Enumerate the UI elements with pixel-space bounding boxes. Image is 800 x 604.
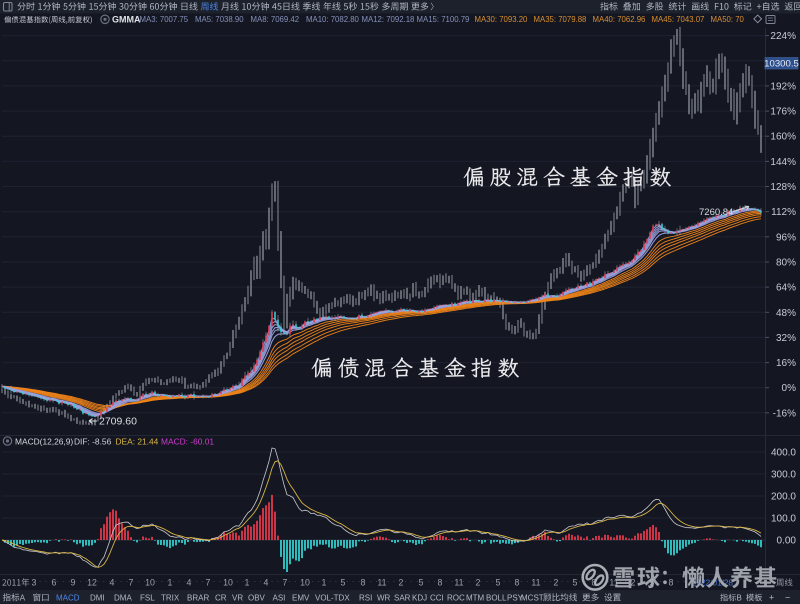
svg-text:DEA: 21.44: DEA: 21.44 <box>116 436 159 446</box>
svg-text:4: 4 <box>264 578 269 588</box>
svg-text:6: 6 <box>52 578 57 588</box>
svg-text:5: 5 <box>419 578 424 588</box>
svg-text:160%: 160% <box>770 132 796 143</box>
svg-text:GMMA: GMMA <box>112 14 141 24</box>
svg-text:KDJ: KDJ <box>412 594 427 603</box>
svg-text:8: 8 <box>361 578 366 588</box>
svg-text:BOLL: BOLL <box>486 594 507 603</box>
svg-text:TRIX: TRIX <box>161 594 180 603</box>
svg-text:100.0: 100.0 <box>771 514 796 525</box>
svg-text:MTM: MTM <box>466 594 485 603</box>
svg-text:ASI: ASI <box>273 594 286 603</box>
svg-text:12: 12 <box>87 578 97 588</box>
svg-text:RSI: RSI <box>359 594 372 603</box>
svg-text:112%: 112% <box>771 207 796 218</box>
svg-text:EMV: EMV <box>292 594 310 603</box>
svg-text:MA45: 7043.07: MA45: 7043.07 <box>652 15 705 24</box>
svg-text:A: A <box>20 594 26 603</box>
svg-text:VOL-TDX: VOL-TDX <box>315 594 350 603</box>
svg-text:11: 11 <box>377 578 386 588</box>
svg-text:−: − <box>785 593 790 603</box>
svg-text:2: 2 <box>631 578 636 588</box>
svg-text:MACD(12,26,9): MACD(12,26,9) <box>15 436 73 446</box>
svg-text:FSL: FSL <box>140 594 155 603</box>
svg-text:10: 10 <box>300 578 310 588</box>
svg-text:ROC: ROC <box>447 594 465 603</box>
svg-text:7: 7 <box>129 578 134 588</box>
svg-text:176%: 176% <box>770 107 796 118</box>
svg-text:10: 10 <box>223 578 233 588</box>
svg-text:PSY: PSY <box>507 594 524 603</box>
svg-text:96%: 96% <box>776 232 796 243</box>
svg-text:VR: VR <box>232 594 243 603</box>
svg-text:8: 8 <box>515 578 520 588</box>
svg-text:MA12: 7092.18: MA12: 7092.18 <box>362 15 415 24</box>
svg-text:MCST: MCST <box>521 594 544 603</box>
svg-text:300.0: 300.0 <box>771 470 796 481</box>
svg-text:SAR: SAR <box>394 594 411 603</box>
svg-text:0.00: 0.00 <box>777 536 797 547</box>
svg-text:11: 11 <box>609 578 618 588</box>
svg-text:MA8: 7069.42: MA8: 7069.42 <box>251 15 300 24</box>
svg-text:1: 1 <box>245 578 250 588</box>
svg-text:8: 8 <box>669 578 674 588</box>
svg-text:32%: 32% <box>776 333 796 344</box>
svg-text:WR: WR <box>377 594 391 603</box>
svg-text:10300.5: 10300.5 <box>764 59 799 70</box>
svg-text:MA40: 7062.96: MA40: 7062.96 <box>593 15 646 24</box>
svg-text:9: 9 <box>71 578 76 588</box>
svg-text:DMI: DMI <box>90 594 105 603</box>
svg-text:MA10: 7082.80: MA10: 7082.80 <box>306 15 360 24</box>
svg-text:16%: 16% <box>776 358 796 369</box>
svg-text:200.0: 200.0 <box>771 492 796 503</box>
svg-text:48%: 48% <box>776 308 796 319</box>
svg-text:0%: 0% <box>782 383 797 394</box>
svg-text:MA5: 7038.90: MA5: 7038.90 <box>195 15 244 24</box>
svg-text:8: 8 <box>438 578 443 588</box>
svg-text:MA35: 7079.88: MA35: 7079.88 <box>534 15 587 24</box>
svg-text:-16%: -16% <box>773 408 796 419</box>
svg-text:80%: 80% <box>776 258 796 269</box>
svg-text:MA50: 70: MA50: 70 <box>711 15 745 24</box>
svg-text:11: 11 <box>454 578 463 588</box>
svg-text:128%: 128% <box>770 182 796 193</box>
svg-text:224%: 224% <box>770 31 796 42</box>
svg-text:2: 2 <box>399 578 404 588</box>
svg-text:192%: 192% <box>770 81 796 92</box>
svg-text:7: 7 <box>206 578 211 588</box>
svg-text:5: 5 <box>573 578 578 588</box>
svg-text:2709.60: 2709.60 <box>99 416 137 428</box>
svg-text:CR: CR <box>215 594 227 603</box>
svg-text:4: 4 <box>187 578 192 588</box>
svg-text:MA30: 7093.20: MA30: 7093.20 <box>475 15 529 24</box>
svg-text:7260.84: 7260.84 <box>699 207 733 218</box>
svg-text:DIF: -8.56: DIF: -8.56 <box>74 436 112 446</box>
svg-text:BRAR: BRAR <box>187 594 209 603</box>
svg-text:2: 2 <box>554 578 559 588</box>
svg-text:64%: 64% <box>776 283 796 294</box>
svg-text:5: 5 <box>341 578 346 588</box>
svg-text:1: 1 <box>168 578 173 588</box>
svg-text:7: 7 <box>283 578 288 588</box>
svg-text:MACD: MACD <box>56 594 80 603</box>
svg-text:1: 1 <box>322 578 327 588</box>
svg-text:3: 3 <box>32 578 37 588</box>
svg-text:MA3: 7007.75: MA3: 7007.75 <box>140 15 189 24</box>
svg-text:11: 11 <box>531 578 540 588</box>
svg-text:OBV: OBV <box>248 594 266 603</box>
svg-text:10: 10 <box>145 578 155 588</box>
svg-text:MA15: 7100.79: MA15: 7100.79 <box>417 15 470 24</box>
svg-text:2: 2 <box>476 578 481 588</box>
svg-text:144%: 144% <box>770 157 796 168</box>
svg-text:DMA: DMA <box>114 594 132 603</box>
svg-text:CCI: CCI <box>430 594 444 603</box>
svg-text:MACD: -60.01: MACD: -60.01 <box>161 436 214 446</box>
svg-text:5: 5 <box>496 578 501 588</box>
svg-text:4: 4 <box>110 578 115 588</box>
svg-text:+: + <box>769 593 774 603</box>
svg-text:400.0: 400.0 <box>771 448 796 459</box>
